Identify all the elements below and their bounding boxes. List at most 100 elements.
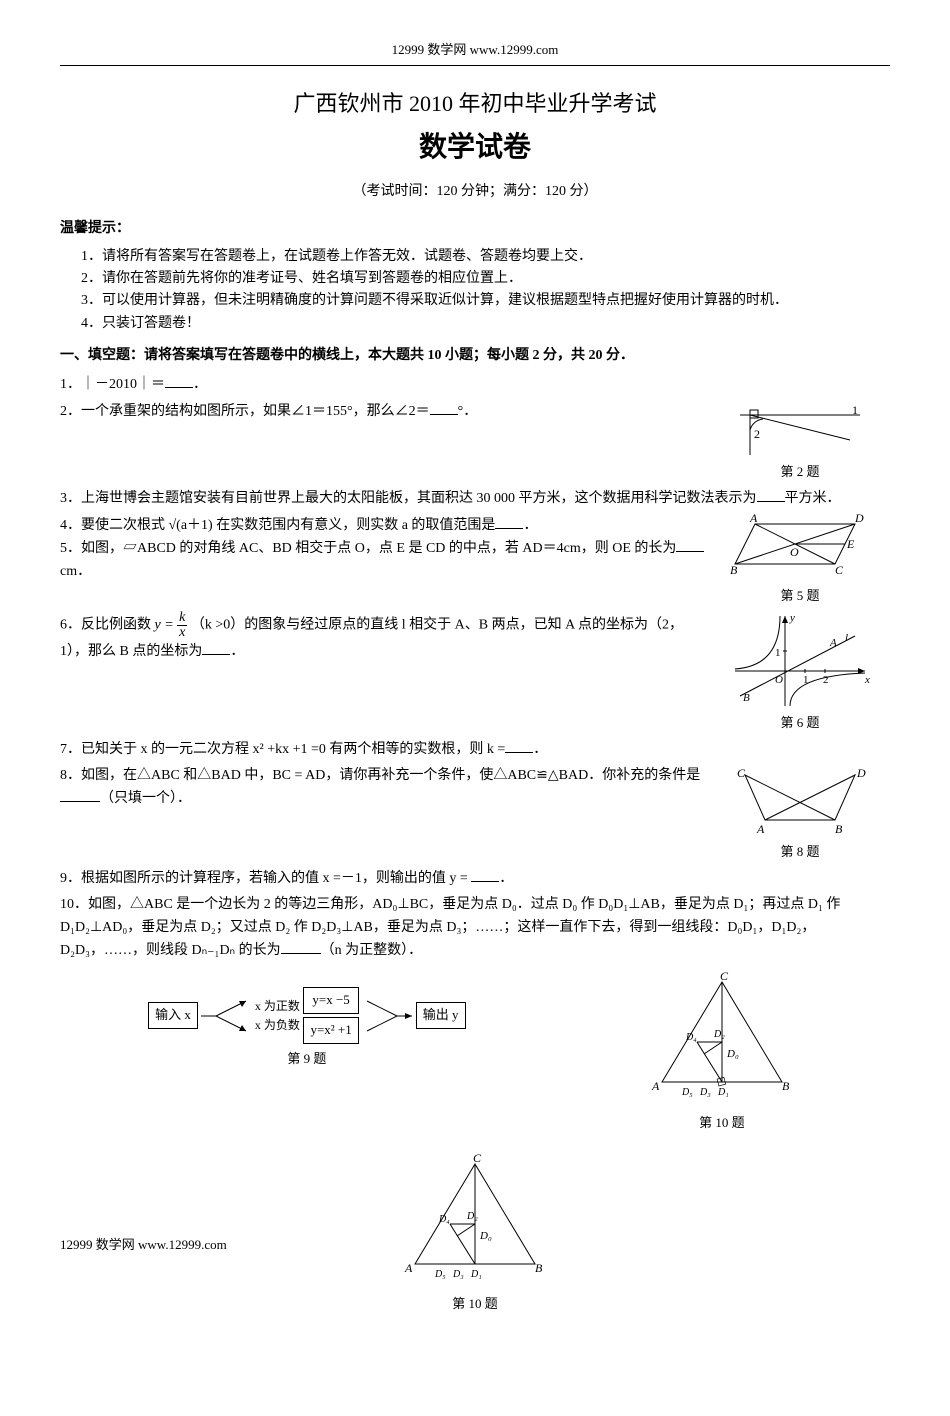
q2-text-b: °．: [458, 404, 478, 419]
q3-text-b: 平方米．: [785, 491, 841, 506]
svg-text:1: 1: [852, 403, 858, 417]
flow-labels: x 为正数 x 为负数: [255, 997, 300, 1035]
svg-text:E: E: [846, 537, 855, 551]
question-8: 8．如图，在△ABC 和△BAD 中，BC = AD，请你再补充一个条件，使△A…: [60, 765, 890, 863]
flow-neg-label: x 为负数: [255, 1016, 300, 1035]
svg-text:B: B: [730, 563, 738, 577]
q2-text-a: 2．一个承重架的结构如图所示，如果∠1＝155°，那么∠2＝: [60, 404, 430, 419]
q2-blank: [430, 400, 458, 415]
q3-text-a: 3．上海世博会主题馆安装有目前世界上最大的太阳能板，其面积达 30 000 平方…: [60, 491, 757, 506]
svg-text:C: C: [473, 1154, 482, 1165]
svg-text:C: C: [835, 563, 844, 577]
flow-pos-label: x 为正数: [255, 997, 300, 1016]
svg-text:D: D: [856, 766, 866, 780]
svg-text:D₃: D₃: [452, 1269, 464, 1280]
q4-blank: [495, 514, 523, 529]
q8-text-b: （只填一个）．: [100, 791, 191, 806]
flow-y1: y=x −5: [303, 987, 358, 1014]
question-3: 3．上海世博会主题馆安装有目前世界上最大的太阳能板，其面积达 30 000 平方…: [60, 487, 890, 510]
q1-blank: [165, 373, 193, 388]
q10-blank: [281, 939, 321, 954]
svg-text:C: C: [737, 766, 746, 780]
fig5-caption: 第 5 题: [710, 586, 890, 607]
question-10: 10．如图，△ABC 是一个边长为 2 的等边三角形，AD₀⊥BC，垂足为点 D…: [60, 894, 890, 962]
hint-4: 4．只装订答题卷！: [60, 313, 890, 335]
svg-text:D₅: D₅: [681, 1087, 693, 1098]
subject-title: 数学试卷: [60, 126, 890, 171]
question-9: 9．根据如图所示的计算程序，若输入的值 x =－1，则输出的值 y = ．: [60, 867, 890, 890]
svg-text:B: B: [782, 1079, 790, 1093]
q9-text-a: 9．根据如图所示的计算程序，若输入的值 x =－1，则输出的值 y =: [60, 871, 471, 886]
q5-text-b: cm．: [60, 564, 91, 579]
q7-blank: [505, 738, 533, 753]
q8-blank: [60, 787, 100, 802]
section-1-head: 一、填空题：请将答案填写在答题卷中的横线上，本大题共 10 小题；每小题 2 分…: [60, 345, 890, 367]
q10-text-b: （n 为正整数）．: [321, 943, 423, 958]
bottom-figures: 输入 x x 为正数 x 为负数 y=x −5 y=x² +1: [60, 972, 890, 1133]
footer: 12999 数学网 www.12999.com: [60, 1235, 890, 1256]
figure-8: C D A B 第 8 题: [710, 765, 890, 863]
hint-3: 3．可以使用计算器，但未注明精确度的计算问题不得采取近似计算，建议根据题型特点把…: [60, 290, 890, 312]
flow-arrow-merge: [362, 996, 412, 1036]
question-2: 2．一个承重架的结构如图所示，如果∠1＝155°，那么∠2＝ °． 1 2 第 2…: [60, 400, 890, 483]
question-6: 6．反比例函数 y = k x （k >0）的图象与经过原点的直线 l 相交于 …: [60, 611, 890, 734]
q6-frac-bot: x: [177, 626, 187, 640]
q1-text: 1．｜－2010｜＝: [60, 377, 165, 392]
question-5: 5．如图，▱ABCD 的对角线 AC、BD 相交于点 O，点 E 是 CD 的中…: [60, 537, 710, 583]
header-rule: [60, 65, 890, 66]
svg-text:D₁: D₁: [470, 1269, 482, 1280]
svg-text:C: C: [720, 972, 729, 983]
svg-text:A: A: [651, 1079, 660, 1093]
fig8-caption: 第 8 题: [710, 842, 890, 863]
svg-text:D₃: D₃: [699, 1087, 711, 1098]
fig10-svg-dup: C A B D₀ D₂ D₄ D₁ D₃ D₅: [395, 1154, 555, 1284]
hints-title: 温馨提示：: [60, 218, 890, 240]
q7-text-a: 7．已知关于 x 的一元二次方程 x² +kx +1 =0 有两个相等的实数根，…: [60, 742, 505, 757]
fig8-svg: C D A B: [725, 765, 875, 840]
fig6-svg: x y O 1 2 1 A l B: [725, 611, 875, 711]
svg-text:D: D: [854, 514, 864, 525]
hints-list: 1．请将所有答案写在答题卷上，在试题卷上作答无效．试题卷、答题卷均要上交． 2．…: [60, 246, 890, 336]
svg-text:1: 1: [775, 647, 781, 659]
flow-y2: y=x² +1: [303, 1017, 358, 1044]
figure-9: 输入 x x 为正数 x 为负数 y=x −5 y=x² +1: [148, 972, 465, 1133]
q6-text-a: 6．反比例函数: [60, 618, 155, 633]
exam-info: （考试时间：120 分钟；满分：120 分）: [60, 181, 890, 203]
flow-input: 输入 x: [148, 1002, 198, 1029]
q9-text-b: ．: [499, 871, 513, 886]
q3-blank: [757, 487, 785, 502]
q10-text-a: 10．如图，△ABC 是一个边长为 2 的等边三角形，AD₀⊥BC，垂足为点 D…: [60, 897, 840, 958]
svg-text:2: 2: [754, 427, 760, 441]
fig2-svg: 1 2: [730, 400, 870, 460]
question-4: 4．要使二次根式 √(a＋1) 在实数范围内有意义，则实数 a 的取值范围是 ．: [60, 514, 710, 537]
hint-2: 2．请你在答题前先将你的准考证号、姓名填写到答题卷的相应位置上．: [60, 268, 890, 290]
fig10-caption-dup: 第 10 题: [60, 1294, 890, 1315]
q4-text-b: ．: [523, 518, 537, 533]
q5-text-a: 5．如图，▱ABCD 的对角线 AC、BD 相交于点 O，点 E 是 CD 的中…: [60, 541, 676, 556]
fig5-svg: A D B C O E: [725, 514, 875, 584]
svg-text:A: A: [829, 637, 837, 649]
figure-2: 1 2 第 2 题: [710, 400, 890, 483]
q4-text-a: 4．要使二次根式 √(a＋1) 在实数范围内有意义，则实数 a 的取值范围是: [60, 518, 495, 533]
figure-10: C A B D₀ D₂ D₄ D₁ D₃ D₅ 第 10 题: [642, 972, 802, 1133]
figure-6: x y O 1 2 1 A l B 第 6 题: [710, 611, 890, 734]
flow-arrow-split: [201, 996, 251, 1036]
fig10-caption: 第 10 题: [642, 1113, 802, 1134]
svg-text:B: B: [535, 1261, 543, 1275]
svg-text:D₂: D₂: [466, 1211, 478, 1222]
svg-text:D₅: D₅: [434, 1269, 446, 1280]
question-1: 1．｜－2010｜＝．: [60, 373, 890, 396]
svg-text:A: A: [404, 1261, 413, 1275]
svg-text:O: O: [790, 545, 799, 559]
svg-text:1: 1: [803, 674, 809, 686]
svg-text:A: A: [756, 822, 765, 836]
fig10-svg: C A B D₀ D₂ D₄ D₁ D₃ D₅: [642, 972, 802, 1102]
q6-text-b: ．: [230, 644, 244, 659]
q9-blank: [471, 867, 499, 882]
svg-text:B: B: [743, 692, 750, 704]
q8-text-a: 8．如图，在△ABC 和△BAD 中，BC = AD，请你再补充一个条件，使△A…: [60, 768, 700, 783]
svg-text:l: l: [845, 632, 848, 644]
svg-text:D₂: D₂: [713, 1029, 725, 1040]
question-7: 7．已知关于 x 的一元二次方程 x² +kx +1 =0 有两个相等的实数根，…: [60, 738, 890, 761]
fig6-caption: 第 6 题: [710, 713, 890, 734]
